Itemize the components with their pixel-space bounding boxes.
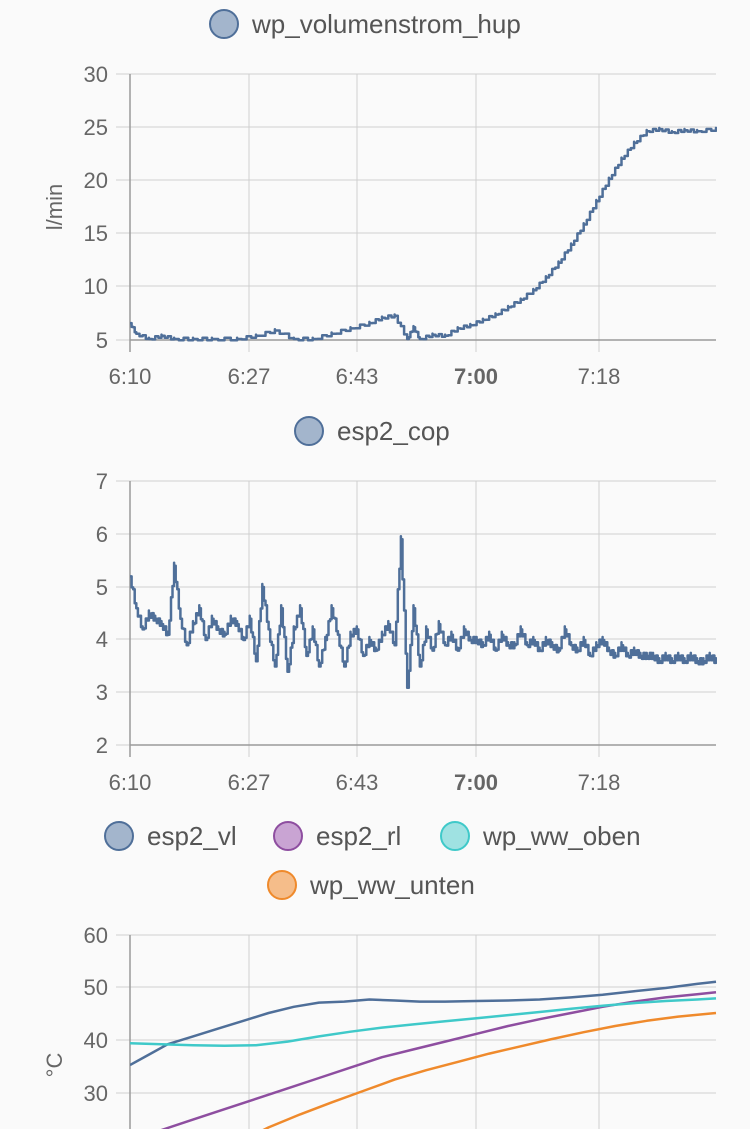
legend-swatch-icon [294,416,324,446]
legend-label: wp_ww_unten [309,870,475,900]
x-tick-label: 6:43 [336,364,379,389]
legend-label: wp_ww_oben [482,821,641,851]
x-tick-label: 6:27 [228,364,271,389]
x-tick-label: 6:10 [109,364,152,389]
y-tick-label: 10 [84,274,108,299]
y-tick-label: 50 [84,975,108,1000]
y-axis-label: l/min [42,184,67,230]
legend-item-wp-ww-oben[interactable]: wp_ww_oben [440,821,641,851]
legend-item-wp-volumenstrom-hup[interactable]: wp_volumenstrom_hup [209,9,521,39]
y-tick-label: 5 [96,328,108,353]
legend-swatch-icon [104,821,134,851]
y-axis-label: °C [42,1053,67,1078]
y-tick-label: 30 [84,1081,108,1106]
series-line-esp2-cop [130,535,717,689]
y-tick-label: 7 [96,469,108,494]
legend-item-wp-ww-unten[interactable]: wp_ww_unten [267,870,475,900]
y-tick-label: 30 [84,62,108,87]
legend-item-esp2-cop[interactable]: esp2_cop [294,416,450,446]
legend-swatch-icon [209,9,239,39]
x-tick-label: 6:27 [228,770,271,795]
series-line-wp-volumenstrom-hup [130,126,717,342]
chart-1: wp_volumenstrom_hup 30 25 20 15 10 56:10 6:27 6:… [42,9,717,389]
legend-swatch-icon [273,821,303,851]
x-tick-label: 7:00 [454,770,498,795]
y-tick-label: 5 [96,575,108,600]
legend-label: wp_volumenstrom_hup [251,9,521,39]
y-tick-label: 40 [84,1028,108,1053]
legend-item-esp2-vl[interactable]: esp2_vl [104,821,237,851]
y-tick-label: 4 [96,627,108,652]
legend-item-esp2-rl[interactable]: esp2_rl [273,821,401,851]
y-tick-label: 15 [84,221,108,246]
x-tick-label: 7:00 [454,364,498,389]
x-tick-label: 6:43 [336,770,379,795]
legend-swatch-icon [267,870,297,900]
y-tick-label: 25 [84,115,108,140]
y-tick-label: 20 [84,168,108,193]
x-tick-label: 6:10 [109,770,152,795]
legend-label: esp2_rl [316,821,401,851]
y-tick-label: 2 [96,733,108,758]
x-tick-label: 7:18 [578,770,621,795]
y-tick-label: 3 [96,680,108,705]
series-line-wp-ww-unten [262,1011,717,1129]
chart-2: esp2_cop 7 6 5 4 3 26:10 6:27 6:43 7:00 7:18 [96,416,717,795]
y-tick-label: 60 [84,923,108,948]
legend-label: esp2_vl [147,821,237,851]
series-line-esp2-rl [160,990,717,1129]
series-line-wp-ww-oben [130,997,717,1048]
legend-label: esp2_cop [337,416,450,446]
series-line-esp2-vl [130,980,717,1067]
legend-swatch-icon [440,821,470,851]
x-tick-label: 7:18 [578,364,621,389]
y-tick-label: 6 [96,522,108,547]
